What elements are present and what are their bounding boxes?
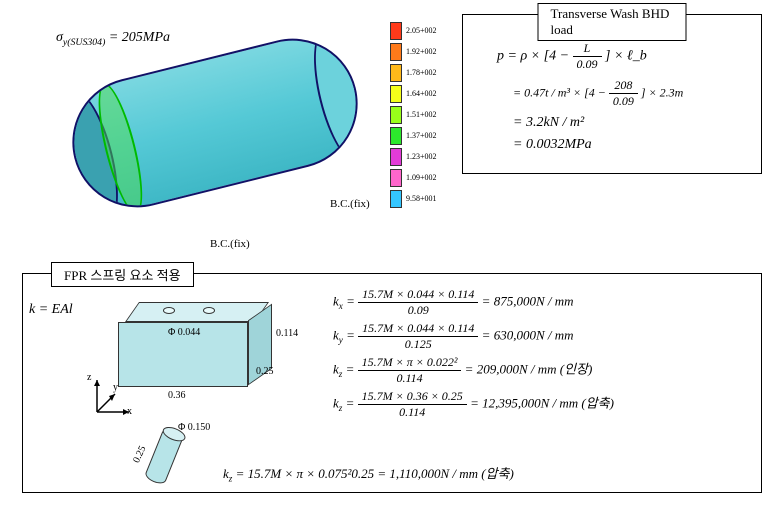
cylinder-3d — [143, 427, 184, 486]
cb-row: 1.64+002 — [390, 83, 450, 104]
cyl-diam-dim: Φ 0.150 — [178, 422, 210, 433]
axis-x-label: x — [127, 406, 132, 417]
coord-axes: x y z — [85, 374, 135, 424]
block-hole-dim: Φ 0.044 — [168, 327, 200, 338]
spring-k-equations: kx = 15.7M × 0.044 × 0.1140.09 = 875,000… — [333, 284, 751, 423]
yield-stress-label: σy(SUS304) = 205MPa — [56, 30, 170, 48]
cb-row: 1.23+002 — [390, 146, 450, 167]
cb-row: 1.09+002 — [390, 167, 450, 188]
bhd-load-box: Transverse Wash BHD load p = ρ × [4 − L0… — [462, 14, 762, 174]
block-depth-dim: 0.114 — [276, 328, 298, 339]
cb-row: 1.78+002 — [390, 62, 450, 83]
block-height-dim: 0.25 — [256, 366, 274, 377]
tank-render: B.C.(fix) B.C.(fix) — [40, 48, 400, 248]
fpr-title: FPR 스프링 요소 적용 — [51, 262, 194, 287]
kx-eq: kx = 15.7M × 0.044 × 0.1140.09 = 875,000… — [333, 287, 751, 318]
cb-label: 1.23+002 — [406, 152, 437, 161]
cb-label: 2.05+002 — [406, 26, 437, 35]
fpr-box: FPR 스프링 요소 적용 k = EAl Φ 0.044 0.114 0.25… — [22, 273, 762, 493]
block-width-dim: 0.36 — [168, 390, 186, 401]
cyl-len-dim: 0.25 — [131, 444, 148, 465]
block-hole-1 — [163, 307, 175, 314]
kz3-eq: kz = 15.7M × π × 0.075²0.25 = 1,110,000N… — [223, 463, 514, 484]
k-EA-over-l: k = EAl — [29, 302, 73, 318]
cb-label: 1.92+002 — [406, 47, 437, 56]
tank-ring — [90, 80, 152, 217]
bhd-eq-3: = 3.2kN / m² — [513, 115, 747, 131]
cb-row: 9.58+001 — [390, 188, 450, 209]
sigma-symbol: σ — [56, 30, 63, 45]
kz2-eq: kz = 15.7M × 0.36 × 0.250.114 = 12,395,0… — [333, 389, 751, 420]
cb-row: 2.05+002 — [390, 20, 450, 41]
tank-body — [59, 25, 372, 221]
cb-label: 1.64+002 — [406, 89, 437, 98]
ky-eq: ky = 15.7M × 0.044 × 0.1140.125 = 630,00… — [333, 321, 751, 352]
kz1-eq: kz = 15.7M × π × 0.022²0.114 = 209,000N … — [333, 355, 751, 386]
bc-label-1: B.C.(fix) — [210, 238, 250, 250]
cb-row: 1.37+002 — [390, 125, 450, 146]
cb-label: 1.51+002 — [406, 110, 437, 119]
cb-label: 1.09+002 — [406, 173, 437, 182]
bhd-eq-2: = 0.47t / m³ × [4 − 2080.09 ] × 2.3m — [513, 78, 747, 109]
axis-y-label: y — [113, 382, 118, 393]
cb-label: 1.78+002 — [406, 68, 437, 77]
cb-label: 9.58+001 — [406, 194, 437, 203]
cb-row: 1.92+002 — [390, 41, 450, 62]
bhd-title: Transverse Wash BHD load — [538, 3, 687, 41]
cb-label: 1.37+002 — [406, 131, 437, 140]
block-3d: Φ 0.044 0.114 0.25 0.36 — [118, 302, 278, 387]
block-top — [125, 302, 269, 322]
sigma-value: = 205MPa — [109, 30, 170, 45]
colorbar: 2.05+002 1.92+002 1.78+002 1.64+002 1.51… — [390, 20, 450, 230]
axis-z-label: z — [87, 372, 91, 383]
block-hole-2 — [203, 307, 215, 314]
bhd-eq-4: = 0.0032MPa — [513, 137, 747, 153]
bc-label-2: B.C.(fix) — [330, 198, 370, 210]
cb-row: 1.51+002 — [390, 104, 450, 125]
page: σy(SUS304) = 205MPa B.C.(fix) B.C.(fix) … — [0, 0, 784, 507]
sigma-subscript: y(SUS304) — [63, 37, 105, 48]
bhd-eq-1: p = ρ × [4 − L0.09 ] × ℓ_b — [497, 41, 747, 72]
